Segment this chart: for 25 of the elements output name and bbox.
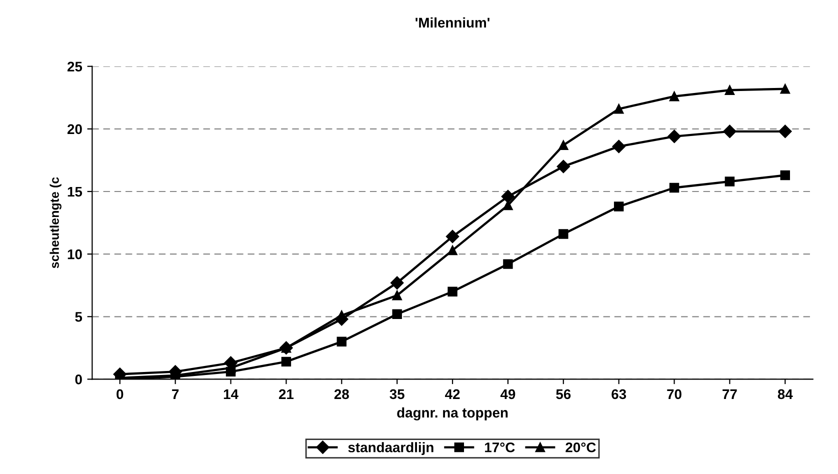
x-tick-label: 70 [667, 389, 682, 400]
x-tick-label: 63 [612, 389, 626, 400]
y-tick-label: 25 [67, 62, 82, 72]
y-tick-label: 5 [75, 312, 82, 322]
x-tick-label: 84 [778, 389, 793, 400]
x-tick-label: 77 [722, 389, 737, 399]
x-tick-label: 28 [334, 389, 349, 400]
x-tick-label: 42 [445, 389, 460, 399]
legend-label: standaardlijn [348, 442, 434, 456]
x-tick-label: 7 [172, 389, 179, 399]
y-tick-label: 10 [68, 249, 82, 260]
x-tick-label: 35 [390, 389, 404, 400]
x-axis-title: dagnr. na toppen [397, 407, 508, 420]
x-tick-label: 56 [556, 389, 571, 400]
x-tick-label: 14 [224, 389, 238, 399]
chart-title: 'Milennium' [416, 17, 490, 28]
x-tick-label: 21 [278, 389, 294, 399]
y-tick-label: 15 [68, 186, 82, 197]
y-tick-label: 20 [67, 124, 82, 134]
legend-label: 20°C [566, 442, 596, 452]
x-tick-label: 0 [116, 389, 124, 400]
y-axis-title: scheutlengte (c [50, 177, 62, 268]
legend-label: 17°C [485, 442, 515, 452]
y-tick-label: 0 [75, 374, 82, 384]
x-tick-label: 49 [500, 389, 516, 400]
